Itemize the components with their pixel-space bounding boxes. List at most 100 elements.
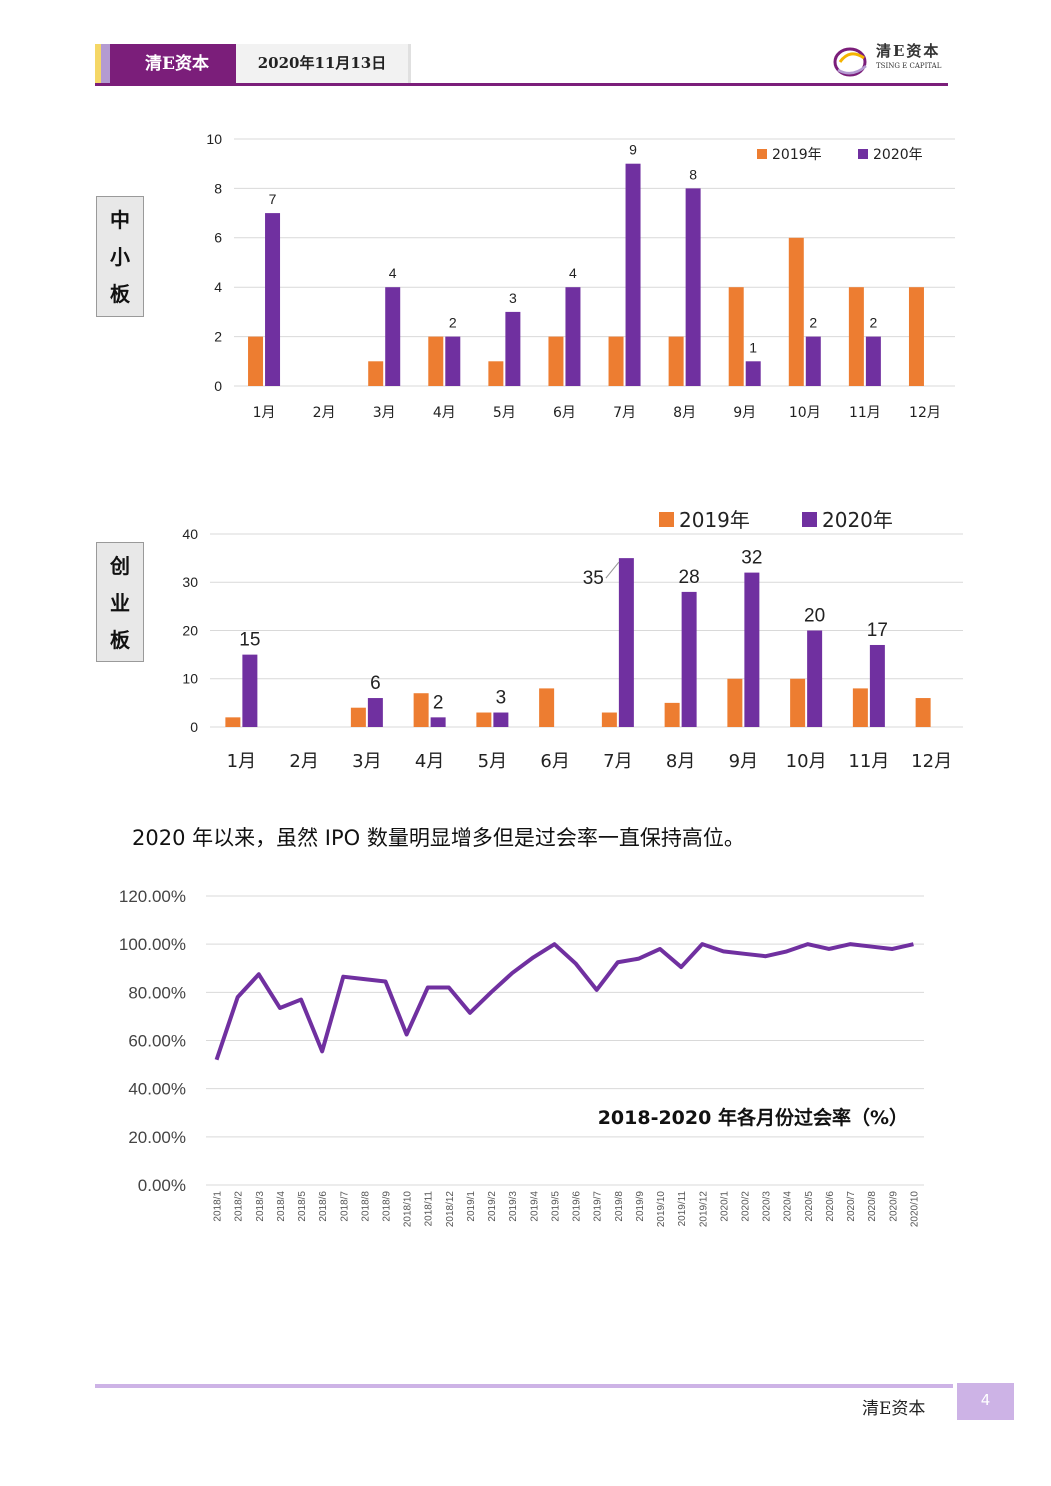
bar-2020 — [505, 311, 521, 386]
logo-chinese-text: 清E资本 — [876, 42, 941, 60]
x-tick-label: 2020/2 — [741, 1191, 752, 1222]
bar-2020 — [745, 361, 761, 386]
sme-label-char: 小 — [110, 245, 130, 269]
sme-ipo-bar-chart: 0 2 4 6 8 10 7 1月 2月 4 3月 2 4月 3 5月 4 6月 9 7月 8 8月 1 9月 2 10月 2 11… — [206, 131, 955, 421]
x-category-label: 1月 — [253, 405, 276, 421]
gem-ipo-bar-chart: 0 10 20 30 40 15 1月 2月 6 3月 2 4月 3 5月 6月 35 7月 28 8月 32 9月 20… — [182, 508, 963, 772]
bar-2020 — [242, 654, 258, 727]
x-category-label: 8月 — [673, 405, 696, 421]
header-brand: 清E资本 — [118, 44, 236, 85]
bar-2019 — [248, 336, 264, 386]
x-tick-label: 2018/5 — [297, 1191, 308, 1222]
x-tick-label: 2019/12 — [698, 1191, 709, 1228]
x-category-label: 12月 — [911, 751, 952, 772]
bar-2019 — [727, 678, 743, 727]
y-tick-label: 2 — [214, 329, 222, 345]
bar-2019 — [608, 336, 624, 386]
legend-swatch-2020 — [858, 149, 868, 159]
logo-english-text: TSING E CAPITAL — [876, 62, 942, 70]
page-number: 4 — [957, 1383, 1014, 1420]
x-tick-label: 2019/6 — [572, 1191, 583, 1222]
summary-sentence: 2020 年以来，虽然 IPO 数量明显增多但是过会率一直保持高位。 — [132, 826, 745, 850]
y-tick-label: 30 — [182, 574, 198, 590]
x-tick-label: 2019/11 — [677, 1191, 688, 1227]
data-label-2020: 4 — [389, 265, 397, 281]
x-category-label: 4月 — [433, 405, 456, 421]
legend-label: 2019年 — [679, 508, 750, 532]
y-tick-label: 10 — [206, 131, 222, 147]
x-tick-label: 2020/10 — [909, 1191, 920, 1228]
data-label-2020: 6 — [370, 673, 381, 694]
bar-2019 — [915, 698, 931, 727]
y-tick-label: 0.00% — [138, 1176, 186, 1195]
x-tick-label: 2020/6 — [825, 1191, 836, 1222]
bar-2020 — [265, 213, 281, 386]
x-tick-label: 2019/9 — [635, 1191, 646, 1222]
footer-brand: 清E资本 — [862, 1399, 926, 1419]
x-category-label: 11月 — [849, 405, 881, 421]
x-tick-label: 2020/5 — [804, 1191, 815, 1222]
x-category-label: 3月 — [373, 405, 396, 421]
x-tick-label: 2018/11 — [424, 1191, 435, 1227]
bar-2019 — [548, 336, 564, 386]
x-tick-label: 2018/3 — [255, 1191, 266, 1222]
y-tick-label: 4 — [214, 279, 222, 295]
bar-2020 — [367, 698, 383, 727]
bar-2019 — [601, 712, 617, 727]
x-tick-label: 2018/4 — [276, 1191, 287, 1222]
data-label-2020: 35 — [583, 568, 604, 589]
data-label-leader — [605, 561, 620, 579]
bar-2019 — [790, 678, 806, 727]
y-tick-label: 80.00% — [128, 983, 186, 1002]
x-category-label: 9月 — [733, 405, 756, 421]
bar-2019 — [476, 712, 492, 727]
data-label-2020: 17 — [867, 620, 888, 641]
bar-2020 — [625, 163, 641, 386]
footer-rule — [95, 1384, 953, 1388]
y-tick-label: 40.00% — [128, 1080, 186, 1099]
x-tick-label: 2020/4 — [783, 1191, 794, 1222]
data-label-2020: 15 — [239, 630, 260, 651]
x-tick-label: 2019/8 — [614, 1191, 625, 1222]
bar-2020 — [807, 630, 823, 727]
x-category-label: 5月 — [493, 405, 516, 421]
data-label-2020: 20 — [804, 606, 825, 627]
company-logo-icon — [833, 47, 867, 77]
data-label-2020: 28 — [679, 567, 700, 588]
header-rule — [95, 83, 948, 86]
header-stripe-purple — [110, 44, 118, 85]
bar-2019 — [488, 361, 504, 386]
bar-2020 — [685, 188, 701, 386]
bar-2019 — [908, 287, 924, 386]
x-category-label: 7月 — [603, 751, 632, 772]
data-label-2020: 9 — [629, 142, 637, 158]
legend-label: 2020年 — [822, 508, 893, 532]
data-label-2020: 7 — [269, 191, 277, 207]
x-tick-label: 2018/10 — [403, 1191, 414, 1228]
x-tick-label: 2020/1 — [719, 1191, 730, 1222]
bar-2020 — [869, 644, 885, 727]
legend-label: 2019年 — [772, 147, 822, 163]
x-tick-label: 2018/12 — [445, 1191, 456, 1228]
y-tick-label: 0 — [190, 719, 198, 735]
header-stripe-lavender — [101, 44, 110, 85]
gem-board-label: 创 业 板 — [96, 542, 144, 662]
bar-2019 — [368, 361, 384, 386]
x-tick-label: 2020/8 — [867, 1191, 878, 1222]
header-date: 2020年11月13日 — [236, 44, 411, 83]
gem-label-char: 板 — [110, 628, 130, 652]
data-label-2020: 4 — [569, 265, 577, 281]
bar-2019 — [848, 287, 864, 386]
x-tick-label: 2018/1 — [213, 1191, 224, 1222]
x-category-label: 7月 — [613, 405, 636, 421]
header-stripe-yellow — [95, 44, 101, 85]
x-category-label: 8月 — [666, 751, 695, 772]
y-tick-label: 6 — [214, 230, 222, 246]
data-label-2020: 1 — [749, 339, 757, 355]
x-category-label: 3月 — [352, 751, 381, 772]
bar-2019 — [668, 336, 684, 386]
legend-swatch-2019 — [757, 149, 767, 159]
data-label-2020: 3 — [496, 688, 507, 709]
y-tick-label: 0 — [214, 378, 222, 394]
x-tick-label: 2018/6 — [318, 1191, 329, 1222]
